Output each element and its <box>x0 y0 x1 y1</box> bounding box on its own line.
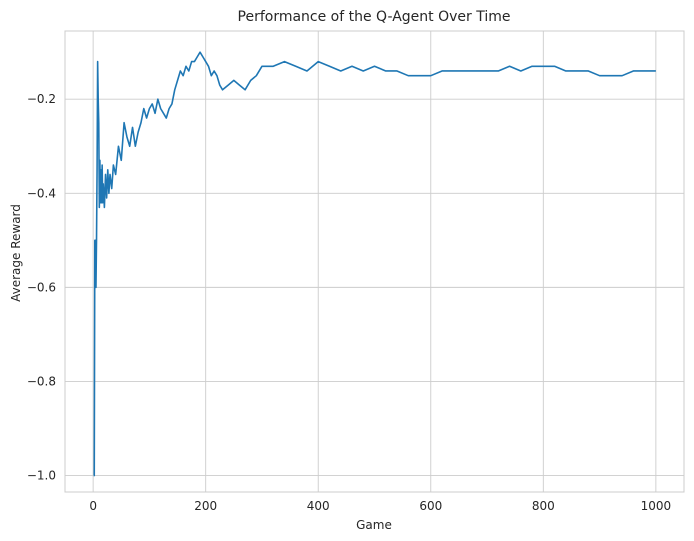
y-tick-label: −1.0 <box>27 469 56 483</box>
x-tick-label: 200 <box>194 499 217 513</box>
chart-title: Performance of the Q-Agent Over Time <box>238 9 511 25</box>
y-axis-ticks: −1.0 −0.8 −0.6 −0.4 −0.2 <box>27 92 56 482</box>
x-tick-label: 1000 <box>641 499 672 513</box>
plot-frame <box>64 30 685 493</box>
x-tick-label: 600 <box>419 499 442 513</box>
x-tick-label: 400 <box>307 499 330 513</box>
x-tick-label: 800 <box>532 499 555 513</box>
plot-border <box>64 30 685 493</box>
x-axis-label: Game <box>356 518 392 532</box>
y-tick-label: −0.8 <box>27 374 56 388</box>
x-tick-label: 0 <box>89 499 97 513</box>
y-tick-label: −0.4 <box>27 186 56 200</box>
x-axis-ticks: 0 200 400 600 800 1000 <box>89 499 671 513</box>
y-tick-label: −0.6 <box>27 280 56 294</box>
series-line <box>93 51 656 477</box>
y-axis-label: Average Reward <box>9 204 23 302</box>
y-tick-label: −0.2 <box>27 92 56 106</box>
grid-layer <box>65 31 684 492</box>
series-layer <box>93 51 656 477</box>
